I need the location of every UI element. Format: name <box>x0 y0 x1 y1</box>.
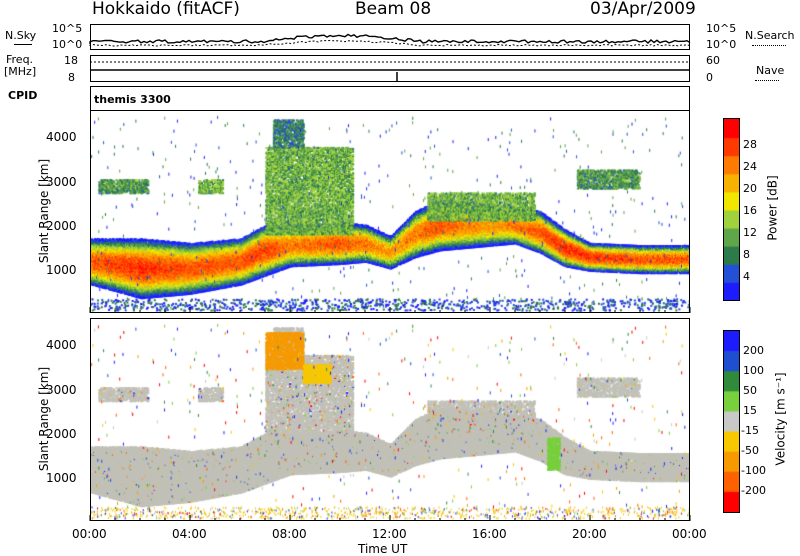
power-cbar-tick-4: 4 <box>743 270 750 283</box>
cpid-label: CPID <box>8 89 38 102</box>
freq-panel <box>90 55 690 82</box>
freq-left-tick-top: 18 <box>64 54 78 67</box>
power-cbar-tick-20: 20 <box>743 182 757 195</box>
noise-left-tick-top: 10^5 <box>52 22 83 35</box>
xlabel: Time UT <box>358 542 408 556</box>
xtick-2400: 00:00 <box>672 527 707 541</box>
cpid-panel <box>90 86 690 110</box>
noise-left-tick-bottom: 10^0 <box>52 38 83 51</box>
freq-right-tick-top: 60 <box>706 54 720 67</box>
velocity-ytick-2000: 2000 <box>46 427 77 441</box>
velocity-heatmap <box>91 319 689 520</box>
power-heatmap <box>91 111 689 312</box>
power-cbar-tick-24: 24 <box>743 160 757 173</box>
power-cbar-tick-8: 8 <box>743 248 750 261</box>
velocity-cbar-tick-100: 100 <box>743 364 764 377</box>
nave-label: Nave <box>756 64 785 77</box>
xtick-0400: 04:00 <box>172 527 207 541</box>
velocity-ytick-1000: 1000 <box>46 471 77 485</box>
power-ytick-2000: 2000 <box>46 219 77 233</box>
velocity-cbar-tick-200: 200 <box>743 344 764 357</box>
xtick-1600: 16:00 <box>472 527 507 541</box>
velocity-cbar-tick-neg200: -200 <box>741 484 766 497</box>
xtick-2000: 20:00 <box>572 527 607 541</box>
velocity-ytick-4000: 4000 <box>46 338 77 352</box>
noise-right-tick-bottom: 10^0 <box>706 38 737 51</box>
xtick-1200: 12:00 <box>372 527 407 541</box>
xtick-0800: 08:00 <box>272 527 307 541</box>
noise-panel <box>90 24 690 50</box>
station-title: Hokkaido (fitACF) <box>92 0 240 19</box>
date-title: 03/Apr/2009 <box>590 0 696 19</box>
beam-title: Beam 08 <box>355 0 432 19</box>
nave-legend-line <box>755 80 779 81</box>
velocity-cbar-tick-neg50: -50 <box>741 444 759 457</box>
noise-sky-label: N.Sky <box>5 29 37 42</box>
velocity-cbar-tick-neg100: -100 <box>741 464 766 477</box>
power-ytick-3000: 3000 <box>46 175 77 189</box>
freq-unit-label: [MHz] <box>4 65 37 78</box>
power-cbar-tick-16: 16 <box>743 204 757 217</box>
velocity-colorbar <box>723 330 740 513</box>
power-cbar-label: Power [dB] <box>765 175 780 241</box>
velocity-cbar-tick-15: 15 <box>743 404 757 417</box>
power-colorbar <box>723 118 740 301</box>
noise-search-legend-line <box>752 45 786 46</box>
xtick-0000: 00:00 <box>72 527 107 541</box>
cpid-value: themis 3300 <box>94 93 171 106</box>
power-ytick-1000: 1000 <box>46 263 77 277</box>
noise-right-tick-top: 10^5 <box>706 22 737 35</box>
velocity-ytick-3000: 3000 <box>46 383 77 397</box>
velocity-cbar-tick-50: 50 <box>743 384 757 397</box>
power-cbar-tick-28: 28 <box>743 138 757 151</box>
velocity-cbar-label: Velocity [m s⁻¹] <box>773 372 788 466</box>
power-ytick-4000: 4000 <box>46 130 77 144</box>
velocity-cbar-tick-neg15: -15 <box>741 424 759 437</box>
freq-left-tick-bottom: 8 <box>68 71 75 84</box>
noise-sky-legend-line <box>14 44 32 45</box>
freq-right-tick-bottom: 0 <box>706 71 713 84</box>
power-cbar-tick-12: 12 <box>743 226 757 239</box>
freq-label: Freq. <box>6 53 34 66</box>
noise-search-label: N.Search <box>745 29 795 42</box>
